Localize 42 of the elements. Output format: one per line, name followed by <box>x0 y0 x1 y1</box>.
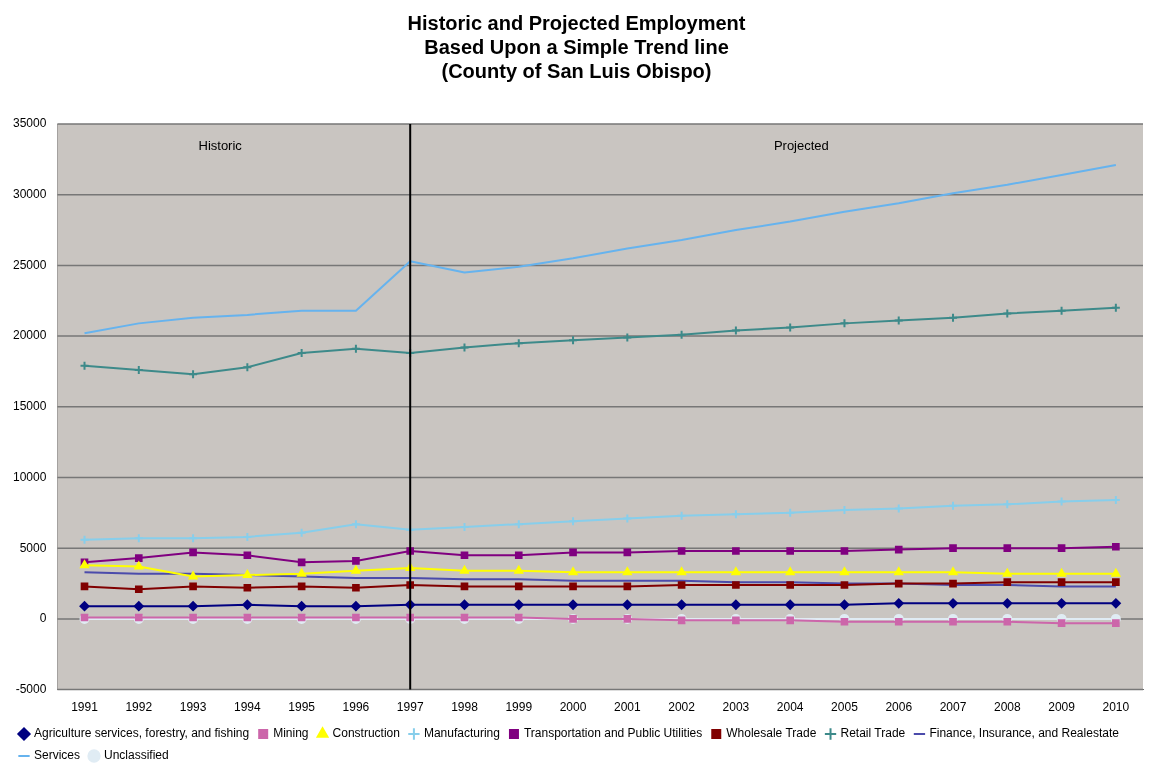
legend-label: Unclassified <box>104 748 169 763</box>
x-tick-label: 1998 <box>451 700 479 715</box>
legend-label: Mining <box>273 726 309 741</box>
x-tick-label: 2002 <box>668 700 696 715</box>
legend-label: Wholesale Trade <box>726 726 817 741</box>
legend-label: Manufacturing <box>423 726 500 741</box>
legend-label: Transportation and Public Utilities <box>523 726 703 741</box>
legend-label: Retail Trade <box>840 726 906 741</box>
x-tick-label: 2010 <box>1102 700 1130 715</box>
x-tick-label: 2004 <box>776 700 804 715</box>
x-tick-label: 2009 <box>1048 700 1076 715</box>
x-tick-label: 1999 <box>505 700 533 715</box>
x-tick-label: 1993 <box>179 700 207 715</box>
x-tick-label: 1997 <box>396 700 424 715</box>
annotation: Historic <box>198 137 243 153</box>
y-tick-label: 30000 <box>12 187 47 202</box>
x-tick-label: 1991 <box>71 700 99 715</box>
x-tick-label: 2007 <box>939 700 967 715</box>
x-tick-label: 2001 <box>613 700 641 715</box>
annotation: Projected <box>773 137 829 153</box>
y-tick-label: 35000 <box>12 116 47 131</box>
y-tick-label: 15000 <box>12 399 47 414</box>
x-tick-label: 2006 <box>885 700 913 715</box>
legend-label: Services <box>34 748 81 763</box>
legend-label: Finance, Insurance, and Realestate <box>929 726 1120 741</box>
y-tick-label: 25000 <box>12 257 47 272</box>
x-tick-label: 1992 <box>125 700 153 715</box>
x-tick-label: 1996 <box>342 700 370 715</box>
legend-label: Construction <box>332 726 400 741</box>
x-tick-label: 2003 <box>722 700 750 715</box>
y-tick-label: 0 <box>39 611 47 626</box>
x-tick-label: 2008 <box>993 700 1021 715</box>
y-tick-label: 10000 <box>12 469 47 484</box>
x-tick-label: 2005 <box>831 700 859 715</box>
y-tick-label: -5000 <box>15 681 47 696</box>
y-tick-label: 5000 <box>19 540 47 555</box>
y-tick-label: 20000 <box>12 328 47 343</box>
x-tick-label: 1995 <box>288 700 316 715</box>
chart-title: Historic and Projected Employment Based Upon a Simple Trend line (County of San Luis Obispo) <box>407 11 746 82</box>
legend-label: Agriculture services, forestry, and fishing <box>34 726 250 741</box>
x-tick-label: 2000 <box>559 700 587 715</box>
x-tick-label: 1994 <box>234 700 262 715</box>
